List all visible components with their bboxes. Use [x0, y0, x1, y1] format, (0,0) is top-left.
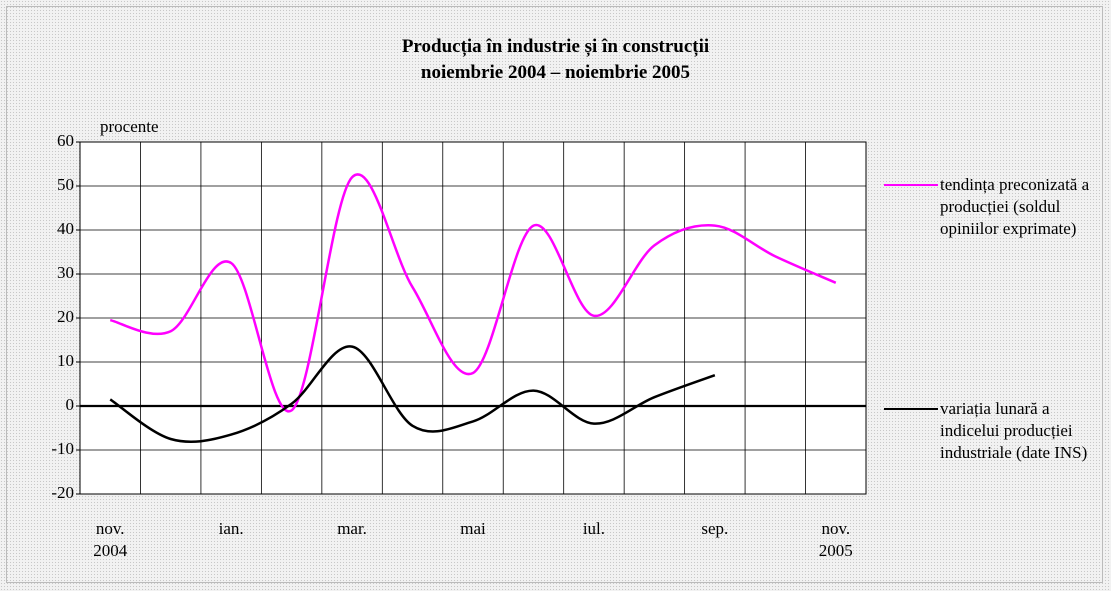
y-tick-label: -10 [51, 439, 74, 458]
x-tick-label: ian. [218, 519, 244, 538]
y-tick-label: 30 [57, 263, 74, 282]
legend-label: variația lunară a indicelui producției i… [940, 399, 1088, 462]
x-tick-label: nov. 2004 [93, 519, 128, 560]
y-tick-label: 10 [57, 351, 74, 370]
y-tick-label: -20 [51, 483, 74, 502]
frame [6, 6, 1103, 583]
y-tick-label: 50 [57, 175, 74, 194]
series-line [109, 345, 716, 443]
y-tick-label: 20 [57, 307, 74, 326]
y-tick-label: 60 [57, 131, 74, 150]
y-tick-label: 0 [66, 395, 75, 414]
x-tick-label: iul. [582, 519, 606, 538]
x-tick-label: mar. [337, 519, 367, 538]
x-tick-label: nov. 2005 [818, 519, 853, 560]
y-axis-label: procente [100, 117, 159, 136]
legend-label: tendința preconizată a producției (soldu… [940, 175, 1090, 238]
x-tick-label: mai [460, 519, 486, 538]
chart-title: Producția în industrie și în construcții… [401, 36, 710, 83]
y-tick-label: 40 [57, 219, 74, 238]
x-tick-label: sep. [701, 519, 729, 538]
series-line [109, 173, 837, 413]
